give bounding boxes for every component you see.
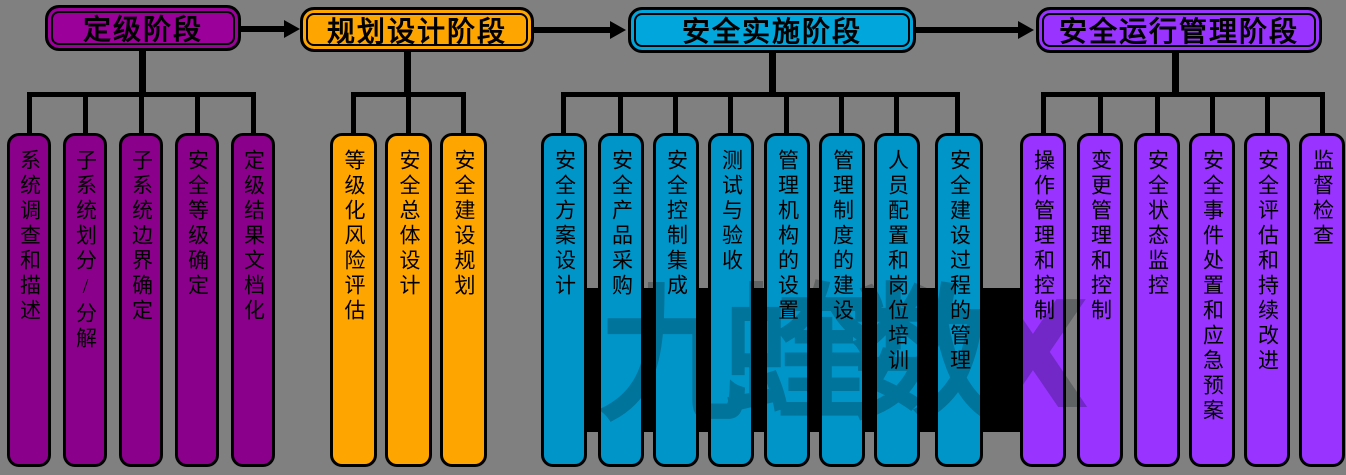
node-subsystem-boundary: 子系统边界确定 (119, 133, 163, 467)
phase-header-planning-design: 规划设计阶段 (300, 7, 534, 52)
phase-header-implementation-label: 安全实施阶段 (681, 17, 862, 48)
arrow-line-2 (534, 27, 613, 33)
node-label: 子系统边界确定 (129, 149, 154, 324)
node-label: 管理机构的设置 (775, 149, 800, 324)
connector-stub-1-3 (139, 92, 144, 135)
node-label: 安全方案设计 (552, 149, 577, 299)
connector-stub-4-1 (1041, 92, 1046, 135)
connector-stub-4-6 (1320, 92, 1325, 135)
connector-stub-4-5 (1265, 92, 1270, 135)
node-incident-handling-emergency-plan: 安全事件处置和应急预案 (1189, 133, 1235, 467)
node-label: 安全产品采购 (609, 149, 634, 299)
node-operation-management-control: 操作管理和控制 (1020, 133, 1066, 467)
connector-stub-2-3 (461, 92, 466, 135)
node-security-assessment-improvement: 安全评估和持续改进 (1244, 133, 1290, 467)
connector-stub-3-4 (728, 92, 733, 135)
node-label: 监督检查 (1310, 149, 1335, 249)
phase-header-implementation: 安全实施阶段 (628, 7, 916, 53)
phase-header-grading-label: 定级阶段 (82, 15, 203, 46)
node-security-scheme-design: 安全方案设计 (541, 133, 587, 467)
node-label: 安全建设规划 (452, 149, 476, 299)
node-system-survey-description: 系统调查和描述 (7, 133, 51, 467)
node-overall-security-design: 安全总体设计 (385, 133, 432, 467)
node-security-control-integration: 安全控制集成 (653, 133, 699, 467)
node-supervision-inspection: 监督检查 (1299, 133, 1345, 467)
node-label: 变更管理和控制 (1088, 149, 1113, 324)
node-label: 安全状态监控 (1145, 149, 1170, 299)
node-label: 操作管理和控制 (1031, 149, 1056, 324)
connector-stem-1 (139, 51, 146, 95)
node-label: 管理制度的建设 (830, 149, 855, 324)
connector-stub-2-2 (406, 92, 411, 135)
node-label: 安全事件处置和应急预案 (1200, 149, 1225, 424)
connector-bus-4 (1041, 92, 1325, 97)
node-label: 定级结果文档化 (241, 149, 266, 324)
arrow-line-1 (241, 26, 287, 32)
node-security-grade-determination: 安全等级确定 (175, 133, 219, 467)
phase-header-planning-design-label: 规划设计阶段 (326, 16, 507, 48)
node-label: 测试与验收 (719, 149, 744, 274)
node-label: 等级化风险评估 (342, 149, 366, 324)
connector-stub-4-2 (1098, 92, 1103, 135)
node-label: 安全评估和持续改进 (1255, 149, 1280, 374)
arrow-line-3 (916, 27, 1021, 33)
connector-stub-3-5 (784, 92, 789, 135)
node-label: 子系统划分/分解 (73, 149, 98, 352)
connector-stem-4 (1172, 53, 1179, 95)
node-management-org-setup: 管理机构的设置 (764, 133, 810, 467)
connector-stub-2-1 (351, 92, 356, 135)
phase-header-operation-management-label: 安全运行管理阶段 (1058, 17, 1299, 48)
node-security-status-monitoring: 安全状态监控 (1134, 133, 1180, 467)
connector-bus-3 (561, 92, 960, 97)
connector-stub-1-4 (195, 92, 200, 135)
node-management-system-building: 管理制度的建设 (819, 133, 865, 467)
connector-stem-3 (769, 53, 776, 95)
node-subsystem-division: 子系统划分/分解 (63, 133, 107, 467)
arrowhead-icon-1 (284, 20, 300, 38)
connector-stub-3-7 (894, 92, 899, 135)
node-change-management-control: 变更管理和控制 (1077, 133, 1123, 467)
connector-stub-3-8 (955, 92, 960, 135)
connector-stub-4-3 (1155, 92, 1160, 135)
node-testing-acceptance: 测试与验收 (708, 133, 754, 467)
connector-stub-3-2 (618, 92, 623, 135)
node-grading-result-documentation: 定级结果文档化 (231, 133, 275, 467)
node-label: 安全总体设计 (397, 149, 421, 299)
node-label: 人员配置和岗位培训 (885, 149, 910, 374)
node-label: 安全控制集成 (664, 149, 689, 299)
node-security-product-procurement: 安全产品采购 (598, 133, 644, 467)
node-label: 系统调查和描述 (17, 149, 42, 324)
arrowhead-icon-3 (1018, 21, 1034, 39)
connector-stub-1-1 (27, 92, 32, 135)
node-staffing-and-training: 人员配置和岗位培训 (874, 133, 920, 467)
arrowhead-icon-2 (610, 21, 626, 39)
connector-stub-3-1 (561, 92, 566, 135)
node-graded-risk-assessment: 等级化风险评估 (330, 133, 377, 467)
connector-stub-1-5 (251, 92, 256, 135)
connector-stub-1-2 (83, 92, 88, 135)
connector-stub-3-6 (839, 92, 844, 135)
connector-stub-4-4 (1210, 92, 1215, 135)
phase-header-operation-management: 安全运行管理阶段 (1036, 7, 1322, 53)
node-label: 安全建设过程的管理 (947, 149, 972, 374)
node-security-construction-planning: 安全建设规划 (440, 133, 487, 467)
connector-stem-2 (404, 52, 411, 95)
node-construction-process-management: 安全建设过程的管理 (935, 133, 983, 467)
connector-stub-3-3 (673, 92, 678, 135)
phase-header-grading: 定级阶段 (45, 5, 241, 51)
node-label: 安全等级确定 (185, 149, 210, 299)
